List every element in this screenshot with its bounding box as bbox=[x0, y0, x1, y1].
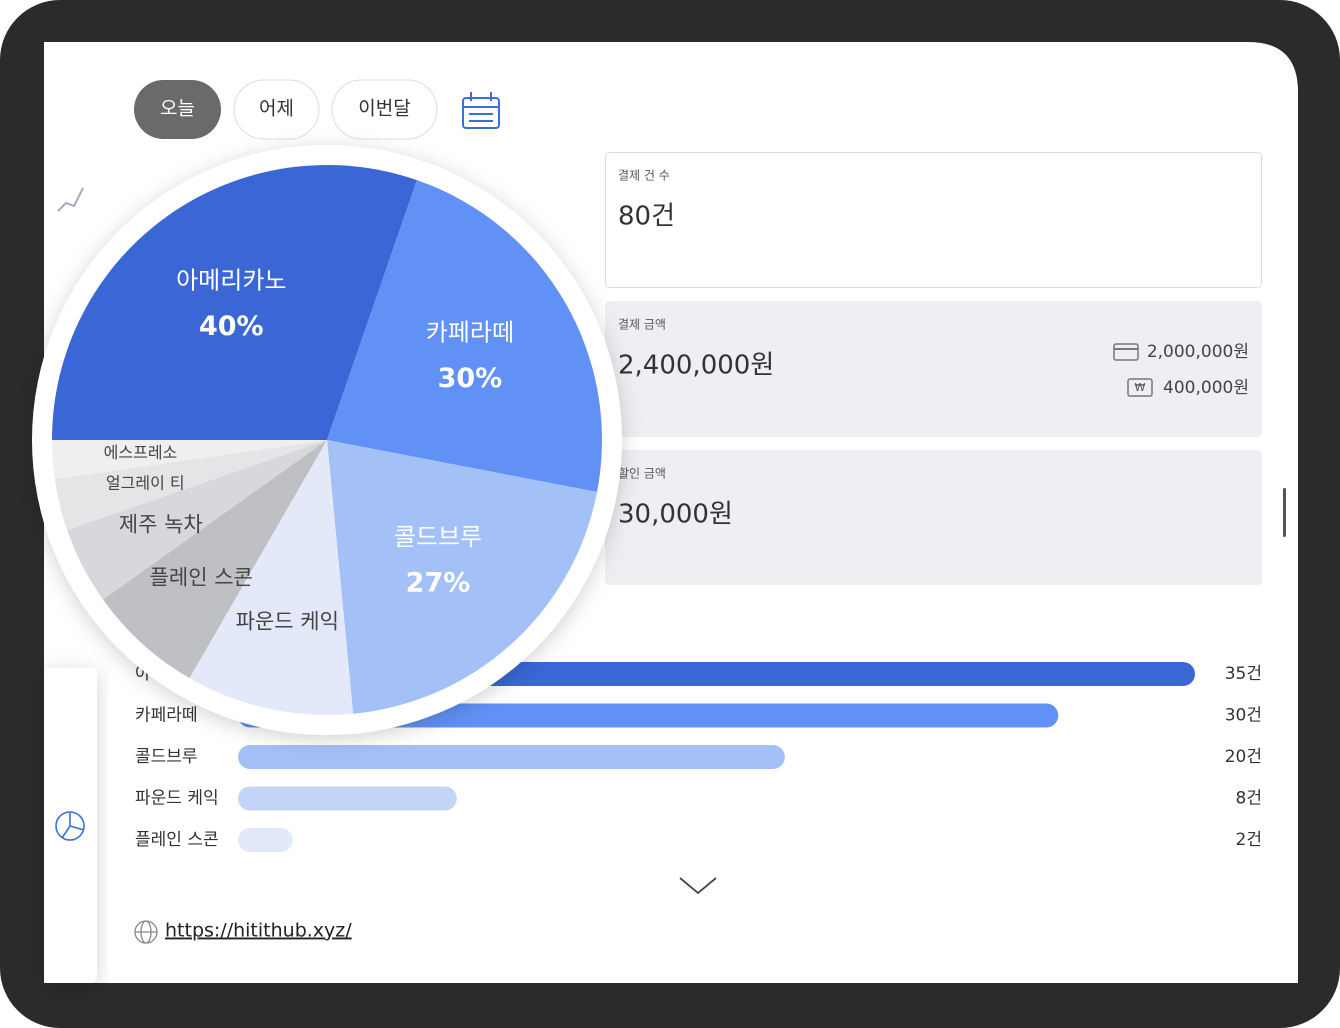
cash-amount: 400,000원 bbox=[1163, 378, 1249, 398]
pie-slice bbox=[54, 440, 327, 530]
bar-value-label: 35건 bbox=[1225, 664, 1262, 684]
bar bbox=[238, 745, 785, 769]
trend-icon[interactable] bbox=[57, 187, 84, 212]
pie-slice bbox=[327, 440, 598, 714]
card-icon bbox=[1113, 343, 1139, 361]
pie-slice bbox=[52, 440, 327, 480]
pie-label: 콜드브루 bbox=[394, 523, 482, 551]
pie-slice bbox=[67, 440, 328, 600]
tab-label[interactable]: 오늘 bbox=[160, 98, 195, 120]
pie-value-label: 27% bbox=[406, 568, 471, 599]
expand-chevron[interactable] bbox=[679, 877, 717, 895]
bar-value-label: 20건 bbox=[1225, 747, 1262, 767]
pie-icon[interactable] bbox=[55, 811, 85, 841]
tab[interactable] bbox=[331, 79, 438, 140]
pie-slice bbox=[189, 440, 354, 715]
stat-label: 결제 금액 bbox=[618, 318, 666, 332]
stat-label: 결제 건 수 bbox=[618, 169, 670, 183]
stat-value: 2,400,000원 bbox=[618, 351, 774, 381]
bar-category: 카페라떼 bbox=[135, 706, 198, 726]
link[interactable]: https://hitithub.xyz/ bbox=[165, 920, 352, 942]
stat-card bbox=[605, 152, 1262, 288]
pie-label: 플레인 스콘 bbox=[150, 565, 253, 589]
bar bbox=[238, 786, 457, 811]
pie-label: 에스프레소 bbox=[104, 443, 178, 462]
stat-value: 80건 bbox=[618, 202, 675, 232]
pie-slice bbox=[52, 164, 417, 441]
card-amount: 2,000,000원 bbox=[1147, 342, 1249, 362]
stat-card bbox=[605, 450, 1262, 585]
pie-slice bbox=[102, 440, 328, 679]
pie-value-label: 40% bbox=[199, 311, 264, 342]
bar-category: 플레인 스콘 bbox=[135, 830, 219, 850]
pie-label: 얼그레이 티 bbox=[106, 474, 185, 493]
stat-card bbox=[605, 301, 1262, 437]
cash-icon: ₩ bbox=[1135, 381, 1146, 394]
stat-value: 30,000원 bbox=[618, 500, 733, 530]
stat-label: 할인 금액 bbox=[618, 467, 666, 481]
pie-label: 제주 녹차 bbox=[119, 513, 203, 537]
pie-chart: 아메리카노 40% 카페라떼 30% 콜드브루 27% 파운드 케익 플레인 스콘 제주 녹차 얼… bbox=[32, 145, 622, 735]
tab[interactable] bbox=[134, 80, 221, 139]
pie-value-label: 30% bbox=[438, 363, 503, 394]
bar-category: 콜드브루 bbox=[135, 747, 198, 767]
pie-label: 아메리카노 bbox=[176, 267, 286, 295]
scrollbar[interactable] bbox=[1283, 488, 1286, 537]
globe-icon bbox=[134, 920, 158, 944]
calendar-icon[interactable] bbox=[462, 92, 500, 129]
pie-label: 파운드 케익 bbox=[236, 610, 339, 634]
bar-value-label: 30건 bbox=[1225, 706, 1262, 726]
pie-slice bbox=[327, 180, 602, 493]
tab-label[interactable]: 이번달 bbox=[358, 98, 410, 120]
tab-label[interactable]: 어제 bbox=[259, 98, 294, 120]
bar-category: 파운드 케익 bbox=[135, 789, 219, 809]
tab[interactable] bbox=[233, 79, 320, 140]
bar-value-label: 2건 bbox=[1236, 830, 1262, 850]
bar-value-label: 8건 bbox=[1236, 789, 1262, 809]
bar bbox=[238, 828, 293, 852]
pie-label: 카페라떼 bbox=[426, 319, 514, 347]
cash-icon bbox=[1127, 378, 1153, 397]
